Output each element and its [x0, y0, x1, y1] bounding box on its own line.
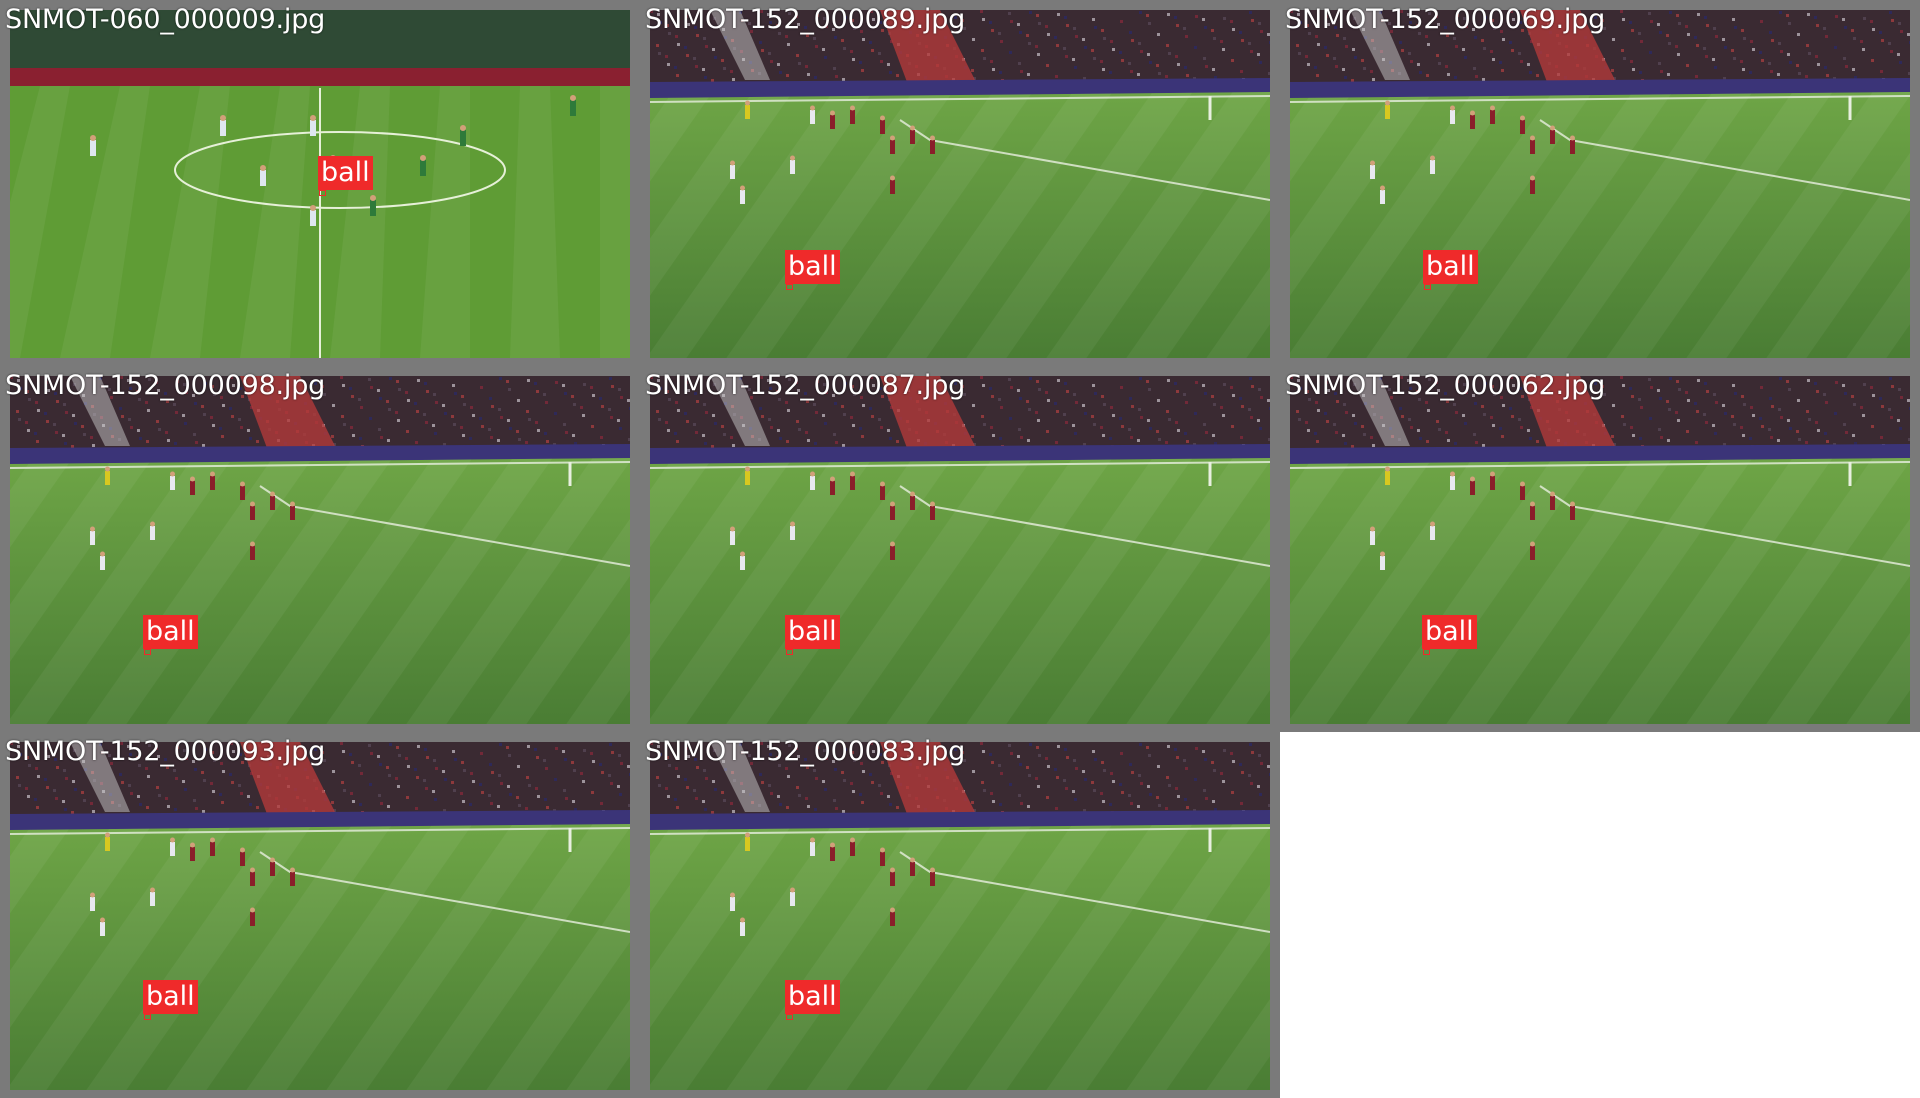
pitch-photo — [1290, 376, 1910, 724]
image-filename: SNMOT-152_000089.jpg — [645, 4, 966, 35]
image-filename: SNMOT-060_000009.jpg — [5, 4, 326, 35]
detection-box — [319, 190, 326, 196]
detection-label: ball — [1422, 615, 1477, 649]
pitch-photo — [10, 10, 630, 358]
detection-label: ball — [785, 980, 840, 1014]
image-filename: SNMOT-152_000062.jpg — [1285, 370, 1606, 401]
image-tile-6[interactable]: SNMOT-152_000062.jpg ball — [1280, 366, 1920, 732]
pitch-photo — [650, 376, 1270, 724]
detection-box — [786, 284, 793, 290]
detection-label: ball — [143, 615, 198, 649]
image-filename: SNMOT-152_000093.jpg — [5, 736, 326, 767]
pitch-photo — [10, 376, 630, 724]
image-filename: SNMOT-152_000069.jpg — [1285, 4, 1606, 35]
pitch-photo — [650, 10, 1270, 358]
image-tile-7[interactable]: SNMOT-152_000093.jpg ball — [0, 732, 640, 1098]
image-tile-5[interactable]: SNMOT-152_000087.jpg ball — [640, 366, 1280, 732]
detection-box — [786, 649, 793, 655]
detection-box — [144, 1014, 151, 1020]
detection-label: ball — [1423, 250, 1478, 284]
image-tile-3[interactable]: SNMOT-152_000069.jpg ball — [1280, 0, 1920, 366]
detection-box — [144, 649, 151, 655]
image-tile-2[interactable]: SNMOT-152_000089.jpg ball — [640, 0, 1280, 366]
detection-label: ball — [143, 980, 198, 1014]
pitch-photo — [1290, 10, 1910, 358]
pitch-photo — [650, 742, 1270, 1090]
pitch-photo — [10, 742, 630, 1090]
image-filename: SNMOT-152_000087.jpg — [645, 370, 966, 401]
image-filename: SNMOT-152_000083.jpg — [645, 736, 966, 767]
detection-box — [1423, 649, 1430, 655]
detection-label: ball — [785, 615, 840, 649]
detection-box — [786, 1014, 793, 1020]
image-tile-8[interactable]: SNMOT-152_000083.jpg ball — [640, 732, 1280, 1098]
image-tile-4[interactable]: SNMOT-152_000098.jpg ball — [0, 366, 640, 732]
detection-label: ball — [318, 156, 373, 190]
image-tile-1[interactable]: SNMOT-060_000009.jpg ball — [0, 0, 640, 366]
image-filename: SNMOT-152_000098.jpg — [5, 370, 326, 401]
detection-label: ball — [785, 250, 840, 284]
detection-box — [1424, 284, 1431, 290]
